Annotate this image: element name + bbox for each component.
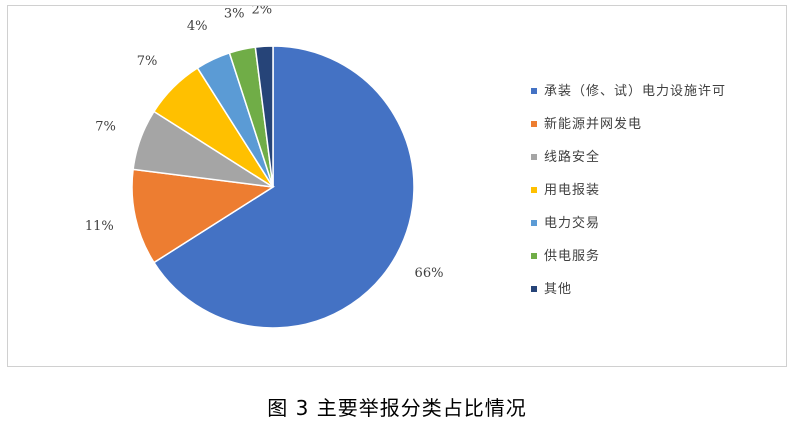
pie-label-7: 2%: [251, 6, 272, 17]
chart-frame: 66% 11% 7% 7% 4% 3% 2% 承装（修、试）电力设施许可 新能源并网发电 线路安…: [7, 5, 787, 367]
pie-label-5: 4%: [187, 19, 208, 34]
pie-label-2: 11%: [85, 219, 114, 234]
legend-label-6: 供电服务: [544, 248, 600, 264]
legend-label-5: 电力交易: [544, 215, 600, 231]
legend-label-7: 其他: [544, 282, 572, 297]
legend-label-2: 新能源并网发电: [544, 116, 642, 132]
pie-slice-7: [254, 45, 274, 188]
pie-chart: 66% 11% 7% 7% 4% 3% 2% 承装（修、试）电力设施许可新能源并网发电线路安…: [85, 6, 726, 329]
legend-label-3: 线路安全: [544, 149, 600, 165]
legend-label-1: 承装（修、试）电力设施许可: [544, 84, 726, 99]
pie-slices: [131, 45, 415, 329]
legend-swatch-6: [531, 253, 537, 259]
pie-label-3: 7%: [95, 120, 116, 135]
legend-swatch-5: [531, 220, 537, 226]
legend-swatch-3: [531, 154, 537, 160]
legend-swatch-4: [531, 187, 537, 193]
figure-caption: 图 3 主要举报分类占比情况: [267, 396, 527, 420]
pie-label-4: 7%: [137, 54, 158, 69]
legend-label-4: 用电报装: [544, 183, 600, 198]
pie-label-1: 66%: [415, 266, 444, 281]
legend-swatch-2: [531, 121, 537, 127]
legend-swatch-7: [531, 286, 537, 292]
pie-slice-1: [152, 45, 415, 329]
pie-slice-2: [131, 168, 276, 264]
legend-swatch-1: [531, 88, 537, 94]
pie-label-6: 3%: [224, 6, 245, 21]
pie-labels: 66% 11% 7% 7% 4% 3% 2%: [85, 6, 444, 281]
